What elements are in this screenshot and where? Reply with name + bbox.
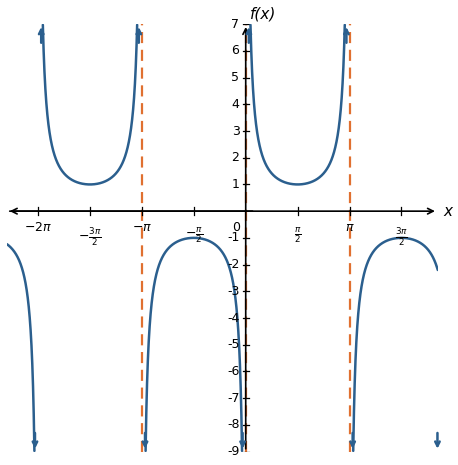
Text: f(x): f(x) [250, 7, 276, 21]
Text: 1: 1 [232, 178, 240, 191]
Text: -7: -7 [227, 392, 240, 405]
Text: -3: -3 [227, 285, 240, 298]
Text: $-\frac{3\pi}{2}$: $-\frac{3\pi}{2}$ [78, 226, 102, 248]
Text: 0: 0 [233, 220, 240, 233]
Text: -6: -6 [227, 365, 240, 378]
Text: 5: 5 [231, 71, 240, 84]
Text: $\frac{3\pi}{2}$: $\frac{3\pi}{2}$ [395, 226, 408, 248]
Text: 7: 7 [231, 18, 240, 31]
Text: 3: 3 [232, 125, 240, 138]
Text: -5: -5 [227, 338, 240, 351]
Text: $-\frac{\pi}{2}$: $-\frac{\pi}{2}$ [185, 226, 203, 245]
Text: -2: -2 [227, 258, 240, 271]
Text: x: x [443, 204, 452, 219]
Text: 6: 6 [232, 44, 240, 57]
Text: 2: 2 [232, 151, 240, 164]
Text: $-2\pi$: $-2\pi$ [24, 220, 52, 233]
Text: -8: -8 [227, 418, 240, 432]
Text: -1: -1 [227, 232, 240, 245]
Text: $\pi$: $\pi$ [345, 220, 354, 233]
Text: 4: 4 [232, 98, 240, 111]
Text: $\frac{\pi}{2}$: $\frac{\pi}{2}$ [294, 226, 301, 245]
Text: -4: -4 [227, 312, 240, 325]
Text: -9: -9 [227, 445, 240, 458]
Text: $-\pi$: $-\pi$ [132, 220, 152, 233]
